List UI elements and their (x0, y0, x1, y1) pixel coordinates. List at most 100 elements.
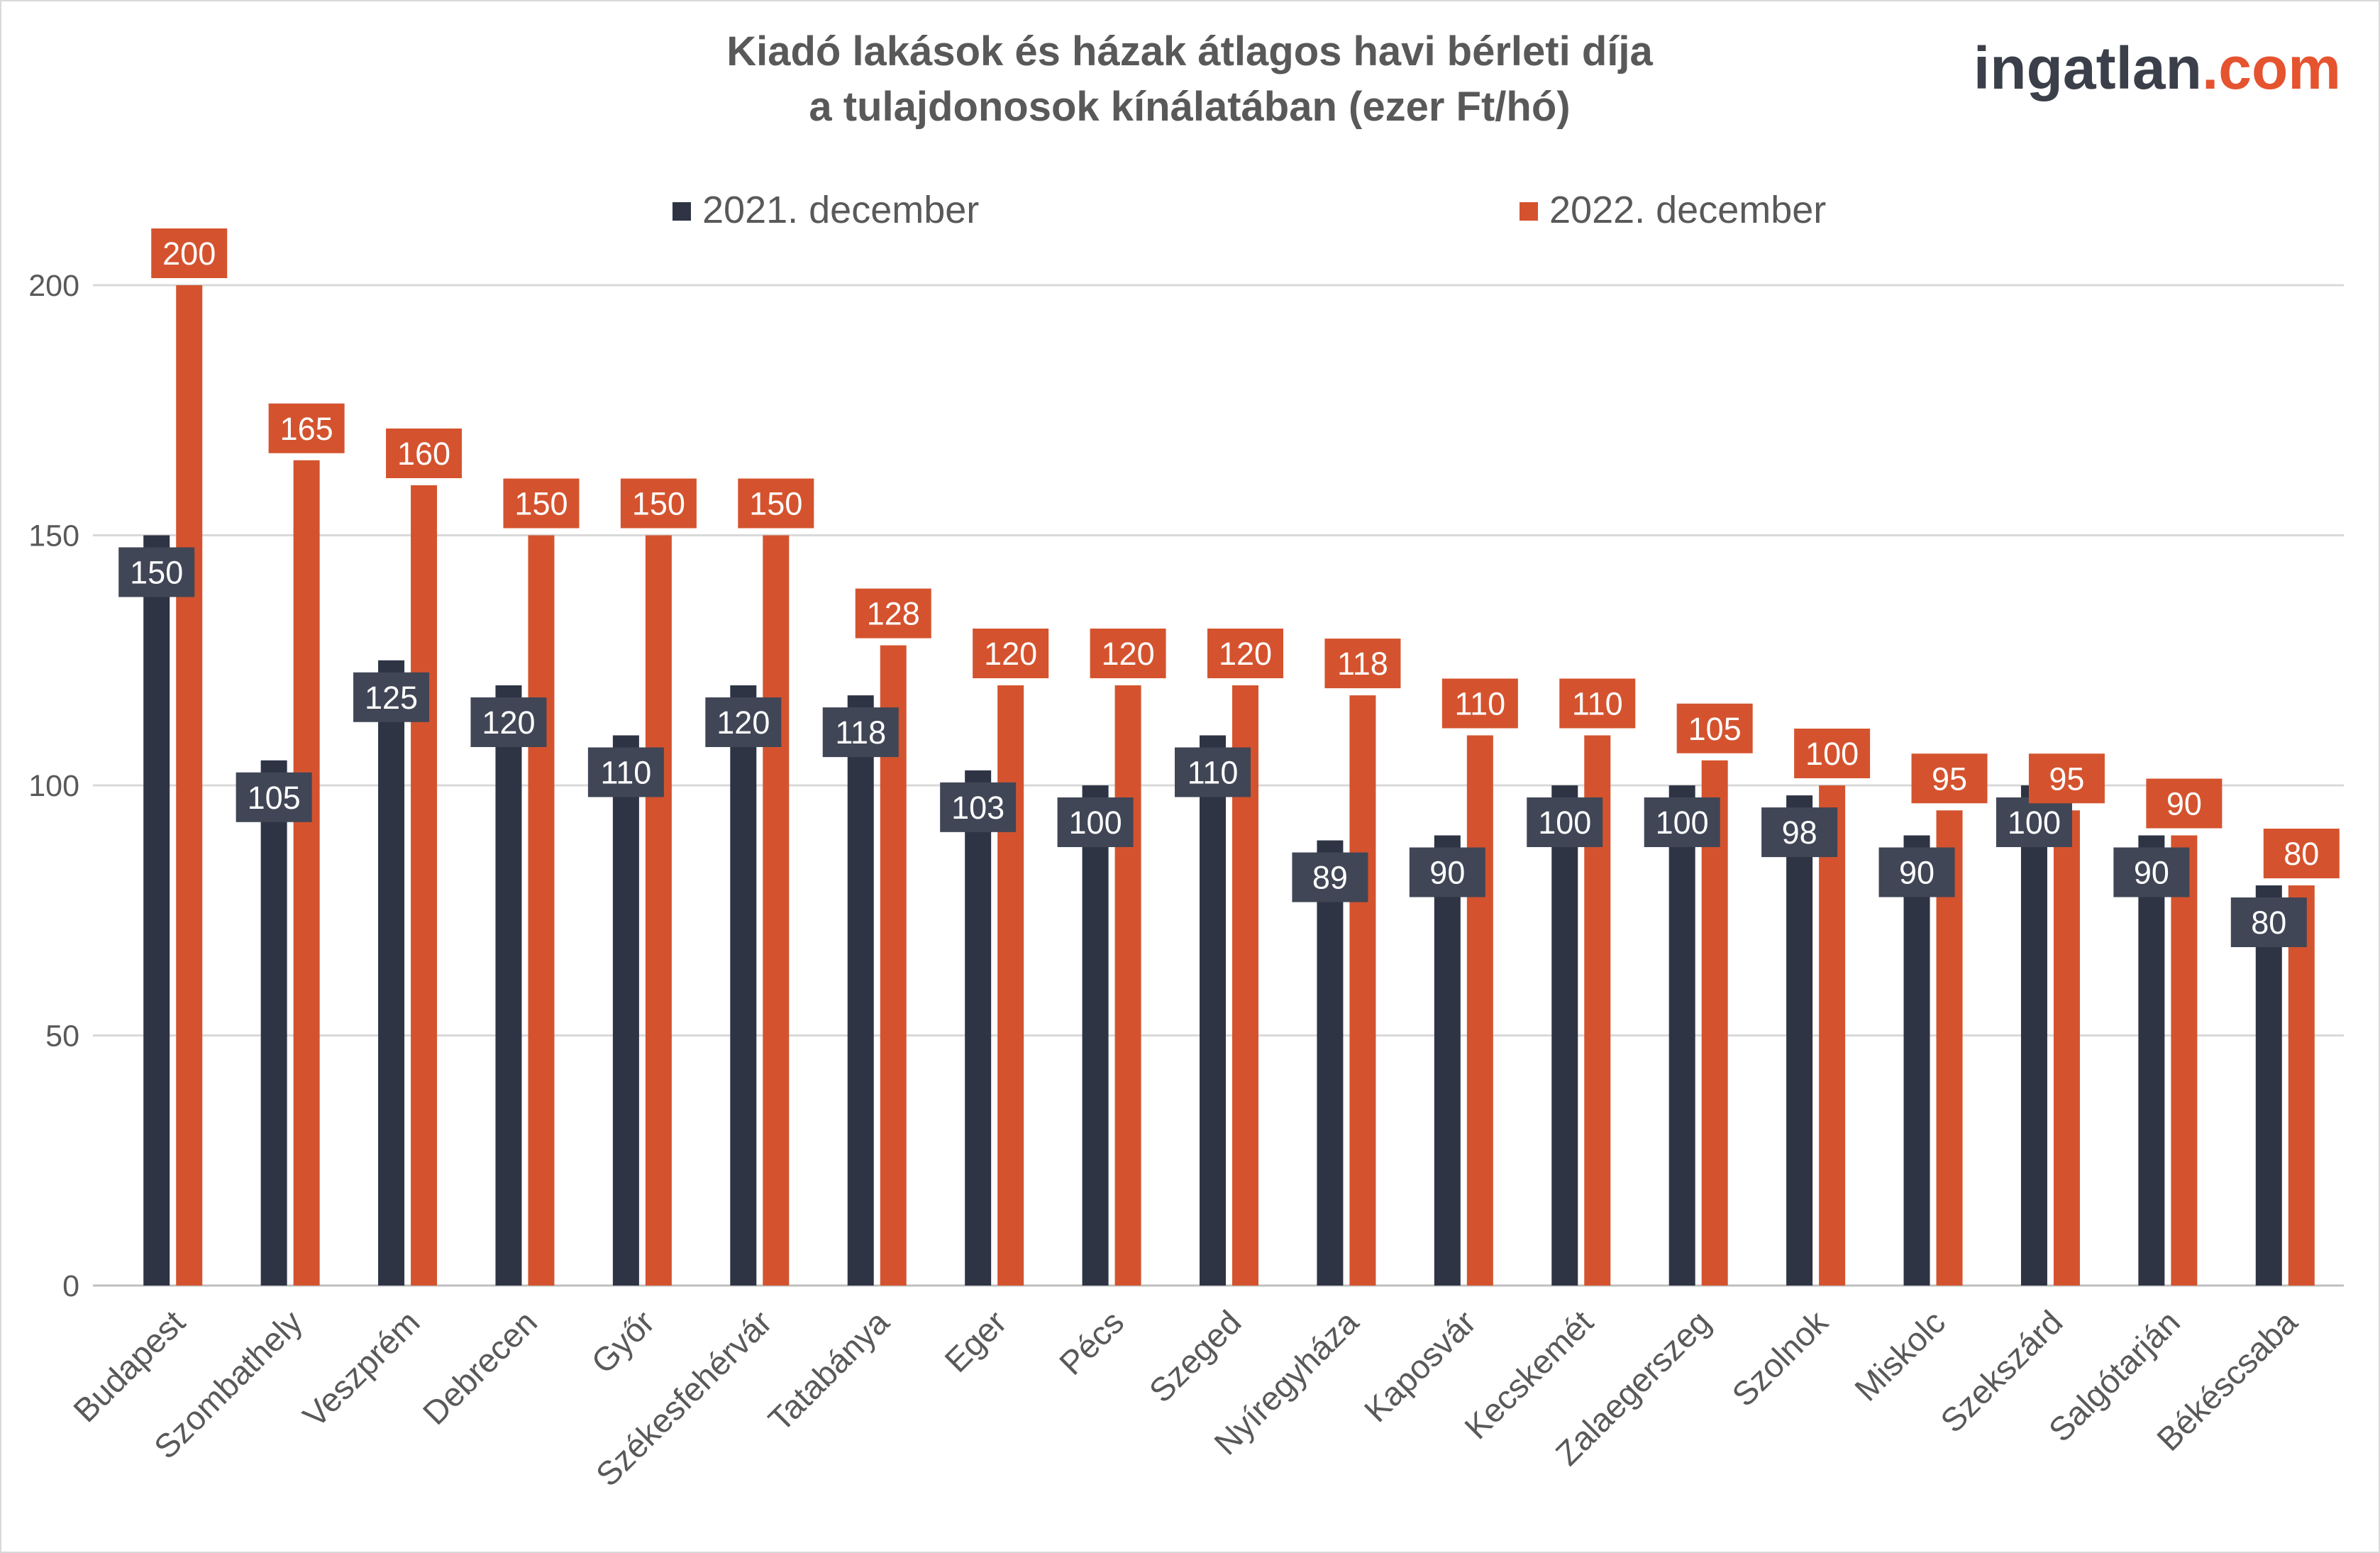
bar-2021 (143, 535, 170, 1286)
bar-2022 (1819, 785, 1846, 1286)
data-label: 110 (1188, 755, 1239, 791)
x-tick-label: Szolnok (1725, 1303, 1835, 1413)
data-label: 105 (248, 780, 301, 816)
bar-2021 (1317, 840, 1344, 1286)
data-label-box (236, 772, 312, 822)
bar-2022 (2171, 835, 2198, 1286)
data-label-box (2263, 829, 2340, 878)
data-label: 90 (2166, 786, 2202, 822)
data-label: 100 (1805, 736, 1859, 772)
bar-2022 (293, 460, 320, 1286)
chart-title-line-1: Kiadó lakások és házak átlagos havi bérl… (726, 28, 1653, 74)
y-tick-label: 200 (28, 269, 79, 303)
bar-2022 (528, 535, 555, 1286)
bar-2021 (1786, 795, 1813, 1286)
data-label-box (587, 747, 664, 797)
data-label-box (1676, 703, 1753, 753)
data-label-box (940, 782, 1017, 832)
data-label-box (738, 478, 814, 529)
data-label-box (353, 672, 430, 722)
bar-2021 (1903, 835, 1930, 1286)
data-label-box (1996, 797, 2072, 847)
data-label-box (1441, 678, 1518, 729)
data-label-box (620, 478, 697, 529)
x-tick-label: Veszprém (295, 1303, 426, 1435)
data-label: 90 (1429, 855, 1465, 891)
x-tick-label: Szeged (1141, 1303, 1248, 1410)
data-label: 118 (1337, 646, 1388, 682)
x-tick-label: Debrecen (415, 1303, 544, 1432)
y-tick-label: 150 (28, 519, 79, 553)
data-label-box (1761, 807, 1838, 858)
data-label: 125 (365, 680, 418, 716)
data-label: 120 (1219, 636, 1272, 672)
legend-label-2021: 2021. december (702, 189, 979, 231)
data-label-box (822, 707, 899, 758)
x-tick-label: Pécs (1052, 1303, 1131, 1382)
bar-2022 (1701, 760, 1728, 1286)
ingatlan-logo: ingatlan.com (1974, 35, 2341, 101)
bar-2021 (1200, 735, 1226, 1286)
data-label-box (470, 697, 547, 747)
bar-2021 (495, 685, 522, 1286)
bar-2021 (2138, 835, 2165, 1286)
data-label: 80 (2284, 836, 2319, 872)
data-label: 98 (1782, 814, 1817, 851)
data-label: 90 (1899, 855, 1935, 891)
data-label-box (2028, 753, 2105, 804)
x-tick-label: Győr (584, 1303, 662, 1381)
bar-2021 (965, 770, 992, 1286)
y-tick-label: 50 (45, 1019, 79, 1054)
y-tick-label: 100 (28, 769, 79, 803)
data-label-box (386, 429, 463, 478)
data-label-box (1644, 797, 1720, 847)
data-label: 110 (1454, 686, 1505, 722)
data-label: 95 (1932, 761, 1967, 797)
legend-swatch-2022 (1520, 202, 1538, 221)
x-tick-label: Eger (937, 1303, 1014, 1380)
data-label: 165 (280, 411, 333, 447)
bar-2022 (1349, 695, 1376, 1286)
data-label-box (973, 629, 1049, 678)
data-label: 110 (601, 755, 652, 791)
data-label: 118 (835, 714, 886, 751)
bar-2021 (2020, 785, 2047, 1286)
bar-2021 (1434, 835, 1461, 1286)
x-tick-label: Tatabánya (760, 1303, 896, 1438)
data-label-box (1292, 852, 1368, 902)
data-label-box (1878, 847, 1955, 897)
data-label: 120 (1102, 636, 1155, 672)
data-label: 150 (632, 486, 685, 522)
data-label: 120 (482, 704, 535, 741)
data-label-box (2113, 847, 2190, 897)
data-label: 100 (1656, 805, 1709, 841)
bar-2021 (2255, 885, 2282, 1286)
data-label-box (503, 478, 580, 529)
data-label-box (1911, 753, 1988, 804)
y-tick-label: 0 (62, 1269, 79, 1303)
data-label: 160 (397, 436, 450, 472)
data-label-box (1175, 747, 1251, 797)
bar-2021 (847, 695, 874, 1286)
data-label-box (1207, 629, 1283, 678)
data-label-box (268, 403, 345, 453)
data-label-box (2146, 778, 2223, 829)
x-tick-label: Miskolc (1847, 1303, 1952, 1408)
bar-2022 (2288, 885, 2315, 1286)
data-label-box (1090, 629, 1166, 678)
data-label: 128 (867, 596, 920, 632)
bar-2021 (1668, 785, 1695, 1286)
data-label: 150 (514, 486, 568, 522)
data-label: 200 (162, 236, 216, 272)
bar-2022 (411, 485, 438, 1286)
bar-2022 (763, 535, 790, 1286)
data-label: 103 (951, 790, 1004, 826)
data-label: 120 (984, 636, 1037, 672)
data-label: 100 (2008, 805, 2061, 841)
data-label: 89 (1312, 860, 1348, 896)
data-label-box (1559, 678, 1636, 729)
bar-2021 (1082, 785, 1109, 1286)
chart-title-line-2: a tulajdonosok kínálatában (ezer Ft/hó) (809, 84, 1570, 130)
